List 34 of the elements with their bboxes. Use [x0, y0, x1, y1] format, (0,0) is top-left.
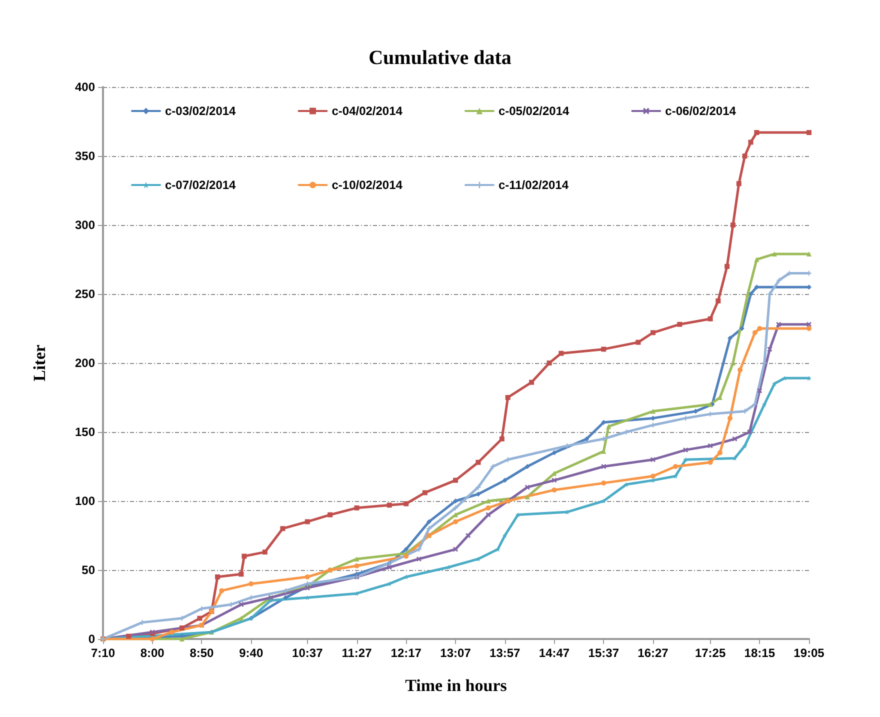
x-tick-label: 15:37	[588, 646, 620, 660]
legend-label: c-05/02/2014	[498, 104, 570, 118]
y-tick-label: 250	[74, 287, 96, 301]
legend-label: c-10/02/2014	[332, 178, 403, 192]
x-tick-label: 8:00	[140, 646, 165, 660]
x-tick-label: 13:07	[440, 646, 472, 660]
y-tick-label: 200	[74, 356, 96, 370]
x-tick-label: 14:47	[538, 646, 570, 660]
y-axis-title: Liter	[30, 344, 49, 382]
x-tick-label: 13:57	[490, 646, 521, 660]
legend-label: c-03/02/2014	[165, 104, 236, 118]
x-tick-label: 12:17	[390, 646, 422, 660]
legend-label: c-04/02/2014	[332, 104, 403, 118]
x-tick-label: 19:05	[794, 646, 825, 660]
y-tick-label: 150	[74, 425, 96, 439]
y-tick-label: 100	[74, 494, 96, 508]
y-tick-label: 350	[74, 149, 96, 163]
x-tick-label: 10:37	[292, 646, 324, 660]
x-axis-title: Time in hours	[405, 676, 508, 695]
y-tick-label: 50	[82, 563, 96, 577]
x-tick-label: 8:50	[190, 646, 214, 660]
x-tick-label: 7:10	[90, 646, 116, 660]
legend-label: c-11/02/2014	[498, 178, 569, 192]
x-tick-label: 17:25	[694, 646, 726, 660]
y-tick-label: 300	[74, 218, 96, 232]
x-tick-label: 9:40	[239, 646, 264, 660]
x-tick-label: 11:27	[342, 646, 372, 660]
legend-label: c-07/02/2014	[165, 178, 236, 192]
y-tick-label: 0	[88, 632, 96, 646]
chart-title: Cumulative data	[368, 47, 512, 69]
legend-label: c-06/02/2014	[665, 104, 736, 118]
x-tick-label: 18:15	[744, 646, 776, 660]
y-tick-label: 400	[74, 80, 96, 94]
x-tick-label: 16:27	[638, 646, 669, 660]
